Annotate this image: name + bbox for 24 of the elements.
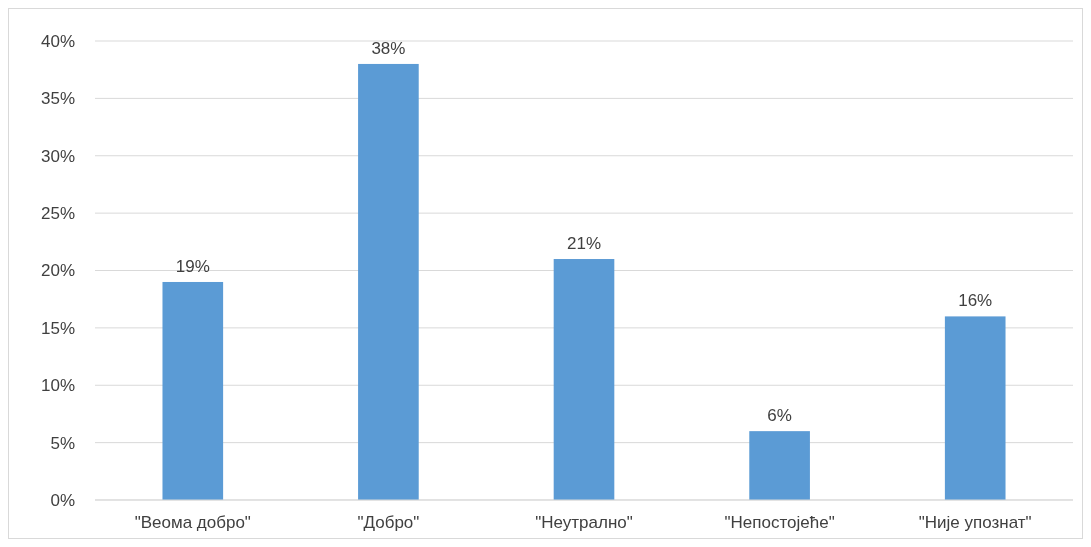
x-tick-label: "Веома добро" (134, 513, 251, 532)
bar (162, 281, 224, 500)
bar (749, 431, 810, 500)
bar (358, 63, 419, 500)
data-label: 16% (958, 291, 993, 311)
data-label: 21% (566, 234, 602, 254)
data-label: 19% (175, 256, 210, 276)
bar (553, 259, 615, 500)
x-tick-label: "Добро" (357, 513, 420, 532)
x-tick-label: "Непостојеће" (724, 513, 835, 532)
y-tick-label: 5% (50, 433, 75, 453)
x-tick-label: "Неутрално" (535, 513, 633, 532)
data-label: 6% (767, 406, 792, 426)
x-tick-label: "Није упознат" (918, 513, 1032, 532)
y-tick-label: 40% (40, 31, 75, 51)
y-tick-label: 30% (40, 146, 75, 166)
data-label: 38% (371, 38, 406, 58)
y-tick-label: 20% (40, 261, 75, 281)
y-tick-label: 35% (40, 89, 75, 109)
y-tick-label: 10% (40, 376, 75, 396)
y-tick-label: 15% (40, 318, 75, 338)
y-tick-label: 0% (50, 490, 75, 510)
y-tick-label: 25% (40, 204, 75, 224)
bar (944, 316, 1006, 500)
